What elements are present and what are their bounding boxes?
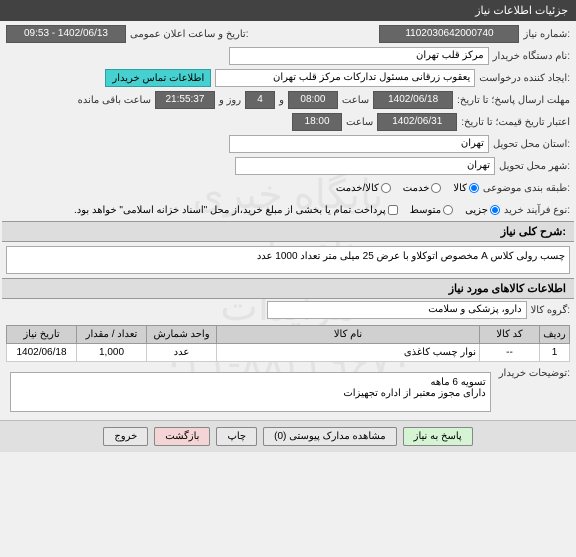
need-no-label: :شماره نیاز: [523, 29, 570, 40]
items-table: ردیف کد کالا نام کالا واحد شمارش تعداد /…: [6, 325, 570, 362]
both-text: کالا/خدمت: [336, 183, 379, 194]
buyer-label: :نام دستگاه خریدار: [493, 51, 570, 62]
city2-label: :شهر محل تحویل: [499, 161, 570, 172]
col-qty: تعداد / مقدار: [77, 326, 147, 344]
remain-time: 21:55:37: [155, 91, 215, 109]
reply-button[interactable]: پاسخ به نیاز: [403, 427, 473, 446]
both-radio[interactable]: [381, 183, 391, 193]
col-date: تاریخ نیاز: [7, 326, 77, 344]
medium-radio[interactable]: [443, 205, 453, 215]
buyer-field: مرکز قلب تهران: [229, 47, 489, 65]
items-section-title: اطلاعات کالاهای مورد نیاز: [2, 278, 574, 299]
payment-check-label[interactable]: پرداخت تمام یا بخشی از مبلغ خرید،از محل …: [74, 205, 398, 216]
group-label: :گروه کالا: [531, 305, 570, 316]
and-label: و: [279, 95, 284, 106]
print-button[interactable]: چاپ: [216, 427, 257, 446]
city-label: :استان محل تحویل: [493, 139, 570, 150]
group-field: دارو، پزشکی و سلامت: [267, 301, 527, 319]
deadline-label: مهلت ارسال پاسخ؛ تا تاریخ:: [457, 95, 570, 106]
hour-label-1: ساعت: [342, 95, 369, 106]
partial-text: جزیی: [465, 205, 488, 216]
cell-row: 1: [540, 344, 570, 362]
city2-field: تهران: [235, 157, 495, 175]
validity-hour: 18:00: [292, 113, 342, 131]
validity-label: اعتبار تاریخ قیمت؛ تا تاریخ:: [461, 117, 570, 128]
desc-box: چسب رولی کلاس A مخصوص اتوکلاو با عرض 25 …: [6, 246, 570, 274]
attach-button[interactable]: مشاهده مدارک پیوستی (0): [263, 427, 397, 446]
city-field: تهران: [229, 135, 489, 153]
exit-button[interactable]: خروج: [103, 427, 148, 446]
kala-radio[interactable]: [469, 183, 479, 193]
medium-radio-label[interactable]: متوسط: [410, 205, 453, 216]
requester-label: :ایجاد کننده درخواست: [479, 73, 570, 84]
cell-unit: عدد: [147, 344, 217, 362]
partial-radio-label[interactable]: جزیی: [465, 205, 500, 216]
comments-label: :توضیحات خریدار: [499, 368, 570, 379]
need-no-field: 1102030642000740: [379, 25, 519, 43]
comments-box: تسویه 6 ماهه دارای مجوز معتبر از اداره ت…: [10, 372, 491, 412]
partial-radio[interactable]: [490, 205, 500, 215]
kala-radio-label[interactable]: کالا: [453, 183, 479, 194]
subject-label: :طبقه بندی موضوعی: [483, 183, 570, 194]
payment-check[interactable]: [388, 205, 398, 215]
deadline-date: 1402/06/18: [373, 91, 453, 109]
dialog-header: جزئیات اطلاعات نیاز: [0, 0, 576, 21]
service-text: خدمت: [403, 183, 430, 194]
announce-field: 1402/06/13 - 09:53: [6, 25, 126, 43]
col-row: ردیف: [540, 326, 570, 344]
validity-date: 1402/06/31: [377, 113, 457, 131]
back-button[interactable]: بازگشت: [154, 427, 210, 446]
cell-name: نوار چسب کاغذی: [217, 344, 480, 362]
hour-label-2: ساعت: [346, 117, 373, 128]
day-label: روز و: [219, 95, 241, 106]
desc-section-title: :شرح کلی نیاز: [2, 221, 574, 242]
cell-qty: 1,000: [77, 344, 147, 362]
medium-text: متوسط: [410, 205, 441, 216]
kala-text: کالا: [453, 183, 467, 194]
process-label: :نوع فرآیند خرید: [504, 205, 570, 216]
footer-bar: پاسخ به نیاز مشاهده مدارک پیوستی (0) چاپ…: [0, 420, 576, 452]
comment-line1: تسویه 6 ماهه: [15, 377, 486, 388]
cell-date: 1402/06/18: [7, 344, 77, 362]
comment-line2: دارای مجوز معتبر از اداره تجهیزات: [15, 388, 486, 399]
deadline-hour: 08:00: [288, 91, 338, 109]
service-radio[interactable]: [431, 183, 441, 193]
both-radio-label[interactable]: کالا/خدمت: [336, 183, 391, 194]
days-field: 4: [245, 91, 275, 109]
cell-code: --: [480, 344, 540, 362]
requester-field: یعقوب زرقانی مسئول تدارکات مرکز قلب تهرا…: [215, 69, 475, 87]
announce-label: :تاریخ و ساعت اعلان عمومی: [130, 29, 249, 40]
service-radio-label[interactable]: خدمت: [403, 183, 442, 194]
remain-label: ساعت باقی مانده: [78, 95, 151, 106]
col-code: کد کالا: [480, 326, 540, 344]
contact-button[interactable]: اطلاعات تماس خریدار: [105, 69, 211, 87]
payment-text: پرداخت تمام یا بخشی از مبلغ خرید،از محل …: [74, 205, 386, 216]
col-unit: واحد شمارش: [147, 326, 217, 344]
col-name: نام کالا: [217, 326, 480, 344]
table-row[interactable]: 1 -- نوار چسب کاغذی عدد 1,000 1402/06/18: [7, 344, 570, 362]
